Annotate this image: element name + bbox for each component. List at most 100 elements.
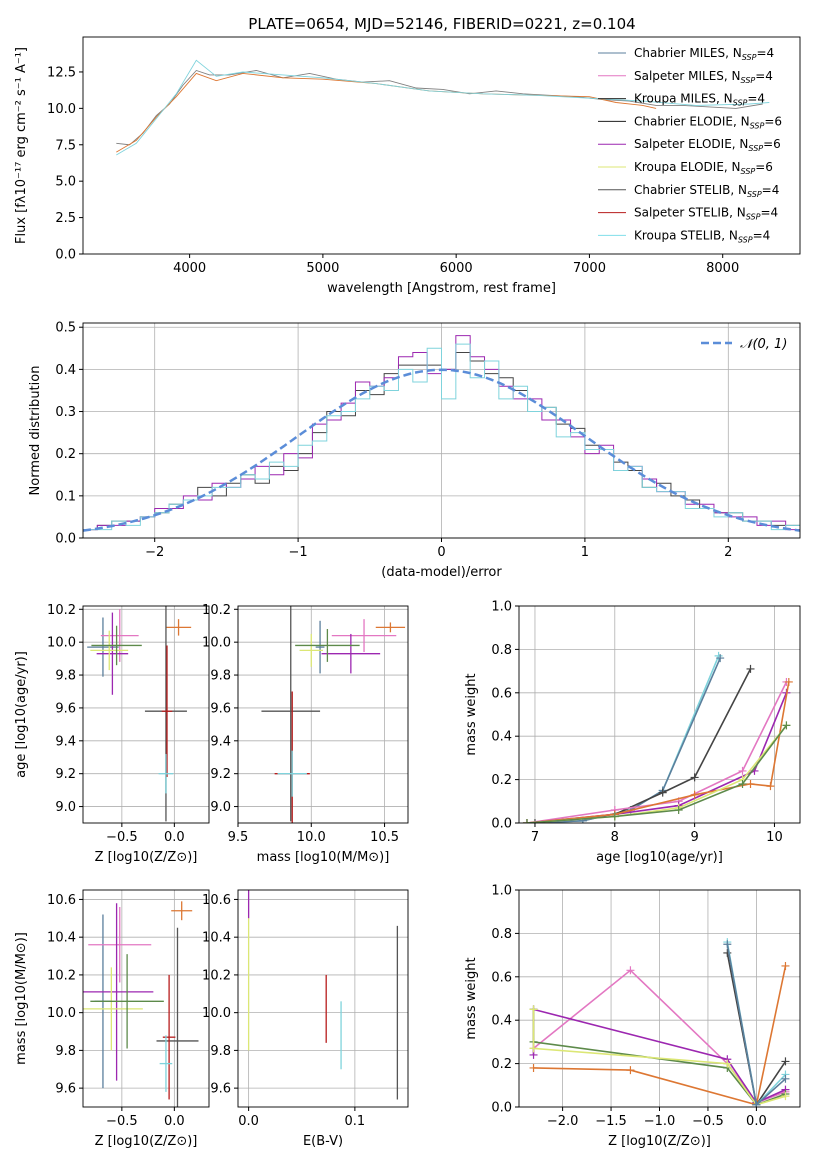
axes-frame xyxy=(82,889,210,1108)
data-point xyxy=(690,790,699,799)
legend-entry: Kroupa ELODIE, NSSP=6 xyxy=(634,160,773,176)
x-tick-label: −0.5 xyxy=(106,1114,138,1129)
y-tick-label: 0.8 xyxy=(491,927,512,942)
data-point xyxy=(784,677,793,686)
series-line xyxy=(526,655,720,823)
x-tick-label: 9 xyxy=(690,830,698,845)
data-point xyxy=(738,779,747,788)
x-tick-label: 8000 xyxy=(706,261,739,276)
data-point xyxy=(626,1066,635,1075)
series-line xyxy=(533,965,787,1106)
y-tick-label: 0.2 xyxy=(491,773,512,788)
plot-area xyxy=(83,901,199,1107)
y-tick-label: 0.4 xyxy=(491,730,512,745)
plot-area xyxy=(529,938,790,1107)
x-tick-label: −1 xyxy=(289,545,308,560)
x-tick-label: −1.5 xyxy=(595,1114,627,1129)
data-point xyxy=(530,819,539,823)
y-tick-label: 0.5 xyxy=(55,321,76,336)
y-tick-label: 9.4 xyxy=(210,734,231,749)
x-tick-label: 9.5 xyxy=(228,830,249,845)
y-tick-label: 10.2 xyxy=(202,603,231,618)
x-axis-label: Z [log10(Z/Z⊙)] xyxy=(608,1134,711,1149)
chart-residuals: 𝒩(0, 1) −2 −1 0 1 2 0.0 0.1 0.2 0.3 0.4 0.5 (data-mo… xyxy=(28,321,801,580)
x-axis-label: age [log10(age/yr)] xyxy=(596,850,723,865)
y-tick-label: 0.3 xyxy=(55,405,76,420)
x-tick-label: −2 xyxy=(145,545,164,560)
data-point xyxy=(781,1092,790,1101)
y-tick-label: 9.0 xyxy=(55,800,76,815)
axes-frame xyxy=(237,889,409,1108)
y-tick-label: 10.6 xyxy=(47,893,76,908)
y-tick-label: 10.0 xyxy=(47,1006,76,1021)
y-tick-label: 10.0 xyxy=(202,1006,231,1021)
y-tick-label: 2.5 xyxy=(55,211,76,226)
plot-area xyxy=(247,890,399,1100)
plot-area xyxy=(83,335,800,538)
x-axis-label: wavelength [Angstrom, rest frame] xyxy=(327,281,556,296)
x-axis-label: Z [log10(Z/Z⊙)] xyxy=(95,1134,198,1149)
figure-title: PLATE=0654, MJD=52146, FIBERID=0221, z=0… xyxy=(248,15,635,33)
y-tick-label: 0.1 xyxy=(55,489,76,504)
y-tick-label: 0.4 xyxy=(491,1014,512,1029)
legend-entry: Salpeter MILES, NSSP=4 xyxy=(634,69,773,85)
legend-entry: Kroupa MILES, NSSP=4 xyxy=(634,92,765,108)
y-tick-label: 0.2 xyxy=(491,1057,512,1072)
y-tick-label: 10.2 xyxy=(47,968,76,983)
y-tick-label: 10.6 xyxy=(202,893,231,908)
plot-area xyxy=(261,606,406,823)
y-axis-label: mass weight xyxy=(464,673,479,755)
data-point xyxy=(781,1057,790,1066)
legend-entry: Chabrier MILES, NSSP=4 xyxy=(634,46,774,62)
data-point xyxy=(658,788,667,797)
y-tick-label: 0.2 xyxy=(55,447,76,462)
x-tick-label: 8 xyxy=(611,830,619,845)
axes-frame xyxy=(518,605,801,824)
series-line xyxy=(116,59,770,156)
data-point xyxy=(529,1005,538,1014)
x-tick-label: 1 xyxy=(581,545,589,560)
y-tick-label: 1.0 xyxy=(491,884,512,899)
axes-frame xyxy=(82,605,210,824)
chart-spectrum: 4000 5000 6000 7000 8000 0.0 2.5 5.0 7.5 10.0 12.5… xyxy=(14,36,801,296)
y-tick-label: 12.5 xyxy=(47,65,76,80)
y-tick-label: 9.0 xyxy=(210,800,231,815)
y-tick-label: 0.0 xyxy=(55,532,76,547)
y-tick-label: 0.0 xyxy=(491,817,512,832)
y-tick-label: 9.8 xyxy=(210,669,231,684)
y-tick-label: 9.4 xyxy=(55,734,76,749)
data-point xyxy=(529,1063,538,1072)
y-tick-label: 10.2 xyxy=(47,603,76,618)
x-tick-label: −1.0 xyxy=(644,1114,676,1129)
data-point xyxy=(522,819,531,823)
legend-entry: Chabrier ELODIE, NSSP=6 xyxy=(634,114,782,130)
y-axis-label: Normed distribution xyxy=(28,366,43,496)
x-tick-label: −0.5 xyxy=(692,1114,724,1129)
series-line xyxy=(526,657,721,823)
plot-area xyxy=(522,651,793,823)
x-tick-label: 5000 xyxy=(306,261,339,276)
series-line xyxy=(526,681,788,823)
x-tick-label: −2.0 xyxy=(547,1114,579,1129)
axes-frame xyxy=(237,605,409,824)
data-point xyxy=(781,1074,790,1083)
y-tick-label: 9.2 xyxy=(210,767,231,782)
data-point xyxy=(723,1059,732,1068)
chart-mass_vs_EBV: 0.0 0.1 9.6 9.8 10.0 10.2 10.4 10.6 E(B-V) xyxy=(202,889,409,1149)
y-tick-label: 0.6 xyxy=(491,970,512,985)
y-tick-label: 0.8 xyxy=(491,643,512,658)
x-tick-label: 0.0 xyxy=(746,1114,767,1129)
y-tick-label: 7.5 xyxy=(55,138,76,153)
data-point xyxy=(690,773,699,782)
x-axis-label: E(B-V) xyxy=(303,1134,343,1149)
y-tick-label: 9.6 xyxy=(55,1082,76,1097)
y-tick-label: 10.0 xyxy=(202,636,231,651)
legend-label: 𝒩(0, 1) xyxy=(740,337,787,352)
data-point xyxy=(746,664,755,673)
x-tick-label: 10.0 xyxy=(297,830,326,845)
chart-age_vs_Z: −0.5 0.0 9.0 9.2 9.4 9.6 9.8 10.0 10.2 Z [log10(Z… xyxy=(14,603,210,865)
chart-mass_vs_Z: −0.5 0.0 9.6 9.8 10.0 10.2 10.4 10.6 Z [log10(Z/… xyxy=(14,889,210,1149)
x-tick-label: 4000 xyxy=(173,261,206,276)
y-axis-label: mass [log10(M/M⊙)] xyxy=(14,932,29,1065)
y-axis-label: Flux [fλ10⁻¹⁷ erg cm⁻² s⁻¹ A⁻¹] xyxy=(14,47,29,244)
